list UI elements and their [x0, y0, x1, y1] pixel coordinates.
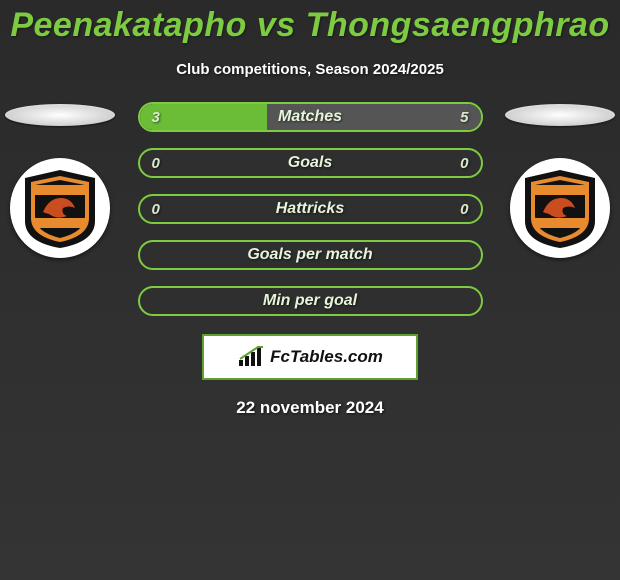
- stat-bar: Min per goal: [138, 286, 483, 316]
- bar-value-right: 5: [460, 109, 468, 126]
- player-left-ellipse: [5, 104, 115, 126]
- crest-left-icon: [21, 166, 99, 250]
- stat-bar: 0 0 Goals: [138, 148, 483, 178]
- bar-value-left: 0: [152, 155, 160, 172]
- bar-value-right: 0: [460, 155, 468, 172]
- stat-bar: Goals per match: [138, 240, 483, 270]
- player-right-badge: [510, 158, 610, 258]
- bar-label: Matches: [278, 108, 342, 126]
- player-right-column: [500, 102, 620, 258]
- stat-bar: 0 0 Hattricks: [138, 194, 483, 224]
- player-left-badge: [10, 158, 110, 258]
- player-right-ellipse: [505, 104, 615, 126]
- stat-bar: 3 5 Matches: [138, 102, 483, 132]
- comparison-stage: 3 5 Matches 0 0 Goals 0 0 Hattricks Goals per mat…: [0, 102, 620, 418]
- page-root: Peenakatapho vs Thongsaengphrao Club com…: [0, 0, 620, 580]
- crest-right-icon: [521, 166, 599, 250]
- stat-bars: 3 5 Matches 0 0 Goals 0 0 Hattricks Goals per mat…: [138, 102, 483, 316]
- bar-value-right: 0: [460, 201, 468, 218]
- source-logo: FcTables.com: [202, 334, 418, 380]
- date-text: 22 november 2024: [0, 398, 620, 418]
- subtitle: Club competitions, Season 2024/2025: [176, 61, 444, 78]
- page-title: Peenakatapho vs Thongsaengphrao: [10, 6, 609, 45]
- bar-value-left: 3: [152, 109, 160, 126]
- bar-chart-icon: [237, 346, 265, 368]
- bar-label: Min per goal: [263, 292, 357, 310]
- source-logo-text: FcTables.com: [270, 347, 383, 367]
- bar-value-left: 0: [152, 201, 160, 218]
- bar-label: Hattricks: [276, 200, 344, 218]
- bar-label: Goals: [288, 154, 332, 172]
- player-left-column: [0, 102, 120, 258]
- bar-label: Goals per match: [247, 246, 372, 264]
